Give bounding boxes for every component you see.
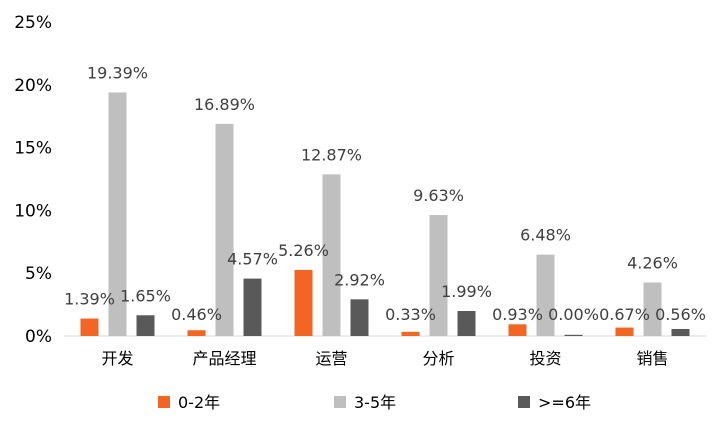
y-tick-label: 20% — [14, 76, 52, 96]
y-tick-label: 10% — [14, 201, 52, 221]
x-tick-label: 运营 — [315, 349, 347, 368]
data-label: 19.39% — [87, 63, 148, 82]
bar-0-2 — [294, 269, 313, 336]
data-label: 1.65% — [120, 286, 171, 305]
bar-2-5 — [671, 328, 690, 336]
data-label: 5.26% — [278, 241, 329, 260]
bar-0-1 — [187, 330, 206, 336]
bar-1-0 — [108, 92, 127, 336]
bar-0-0 — [80, 318, 99, 336]
bar-2-4 — [564, 334, 583, 336]
data-label: 12.87% — [301, 145, 362, 164]
bar-1-4 — [536, 254, 555, 336]
data-label: 0.93% — [492, 305, 543, 324]
data-label: 0.00% — [548, 305, 599, 324]
data-label: 0.56% — [655, 305, 706, 324]
legend-label: 0-2年 — [178, 393, 220, 412]
legend-label: >=6年 — [538, 393, 591, 412]
y-tick-label: 0% — [25, 327, 52, 347]
x-tick-label: 开发 — [101, 349, 133, 368]
y-tick-label: 15% — [14, 139, 52, 159]
y-tick-label: 5% — [25, 264, 52, 284]
legend-swatch-2 — [518, 396, 530, 408]
bar-2-1 — [243, 278, 262, 336]
data-label: 6.48% — [520, 226, 571, 245]
bar-2-0 — [136, 315, 155, 336]
data-label: 1.99% — [441, 282, 492, 301]
data-label: 4.57% — [227, 250, 278, 269]
data-label: 0.46% — [171, 305, 222, 324]
bar-0-3 — [401, 331, 420, 336]
data-label: 0.33% — [385, 305, 436, 324]
x-tick-label: 销售 — [636, 349, 668, 368]
bar-1-3 — [429, 215, 448, 336]
y-tick-label: 25% — [14, 13, 52, 33]
bar-1-1 — [215, 123, 234, 336]
data-label: 1.39% — [64, 290, 115, 309]
bar-2-3 — [457, 311, 476, 336]
legend-label: 3-5年 — [354, 393, 396, 412]
bar-2-2 — [350, 299, 369, 336]
legend-swatch-1 — [334, 396, 346, 408]
bar-0-5 — [615, 327, 634, 336]
data-label: 0.67% — [599, 305, 650, 324]
bar-1-5 — [643, 282, 662, 336]
bar-1-2 — [322, 174, 341, 336]
legend-swatch-0 — [158, 396, 170, 408]
x-tick-label: 产品经理 — [192, 349, 256, 368]
data-label: 4.26% — [627, 253, 678, 272]
data-label: 16.89% — [194, 95, 255, 114]
data-label: 2.92% — [334, 270, 385, 289]
data-label: 9.63% — [413, 186, 464, 205]
x-tick-label: 分析 — [422, 349, 454, 368]
x-tick-label: 投资 — [529, 349, 561, 368]
bar-0-4 — [508, 324, 527, 336]
